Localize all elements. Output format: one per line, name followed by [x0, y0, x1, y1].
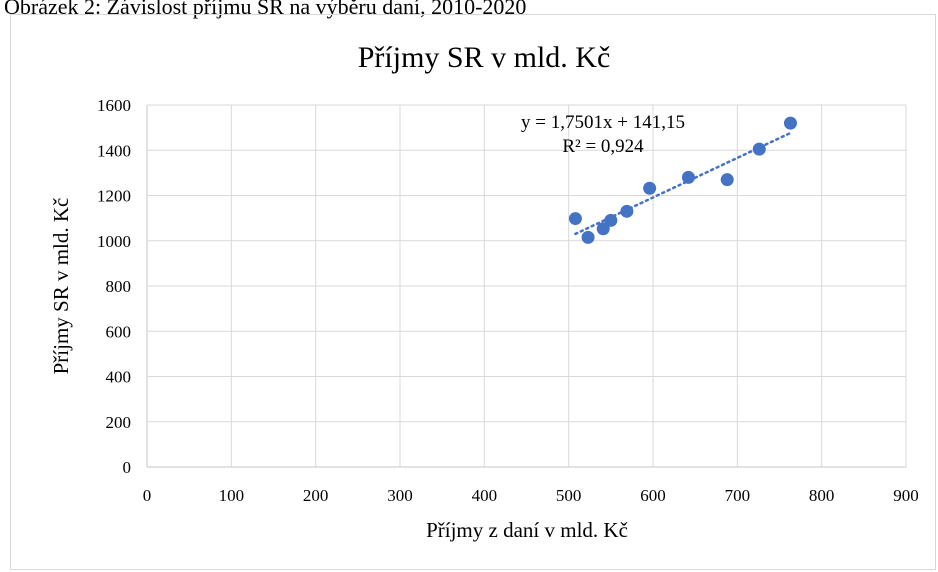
y-tick-label: 1200 [97, 187, 131, 206]
y-axis-title: Příjmy SR v mld. Kč [49, 198, 73, 375]
data-point [620, 204, 634, 218]
data-point [752, 142, 766, 156]
data-points [568, 116, 797, 244]
data-point [783, 116, 797, 130]
data-point [568, 212, 582, 226]
chart-frame [10, 14, 936, 570]
trendline-equation: y = 1,7501x + 141,15 [521, 112, 685, 133]
x-tick-label: 0 [143, 486, 152, 505]
data-point [581, 230, 595, 244]
y-tick-label: 0 [123, 458, 132, 477]
data-point [596, 222, 610, 236]
x-tick-label: 700 [725, 486, 751, 505]
y-tick-label: 1600 [97, 96, 131, 115]
trendline-r2: R² = 0,924 [562, 136, 644, 157]
y-tick-label: 600 [106, 322, 132, 341]
x-tick-label: 600 [640, 486, 666, 505]
y-tick-label: 1400 [97, 141, 131, 160]
x-tick-label: 400 [472, 486, 498, 505]
y-tick-label: 1000 [97, 232, 131, 251]
x-tick-label: 900 [893, 486, 919, 505]
x-tick-label: 500 [556, 486, 582, 505]
x-tick-label: 300 [387, 486, 413, 505]
y-tick-label: 400 [106, 368, 132, 387]
x-tick-label: 800 [809, 486, 835, 505]
chart-title: Příjmy SR v mld. Kč [358, 41, 611, 74]
axes [146, 105, 906, 468]
data-point [720, 173, 734, 187]
y-tick-label: 800 [106, 277, 132, 296]
x-tick-labels: 0 100 200 300 400 500 600 700 800 900 [143, 486, 919, 505]
x-tick-label: 100 [219, 486, 245, 505]
horizontal-gridlines [147, 104, 906, 423]
data-point [681, 170, 695, 184]
y-tick-label: 200 [106, 413, 132, 432]
data-point [604, 213, 618, 227]
x-axis-title: Příjmy z daní v mld. Kč [426, 518, 628, 542]
x-tick-label: 200 [303, 486, 329, 505]
y-tick-labels: 0 200 400 600 800 1000 1200 1400 1600 [97, 96, 131, 477]
data-point [643, 181, 657, 195]
